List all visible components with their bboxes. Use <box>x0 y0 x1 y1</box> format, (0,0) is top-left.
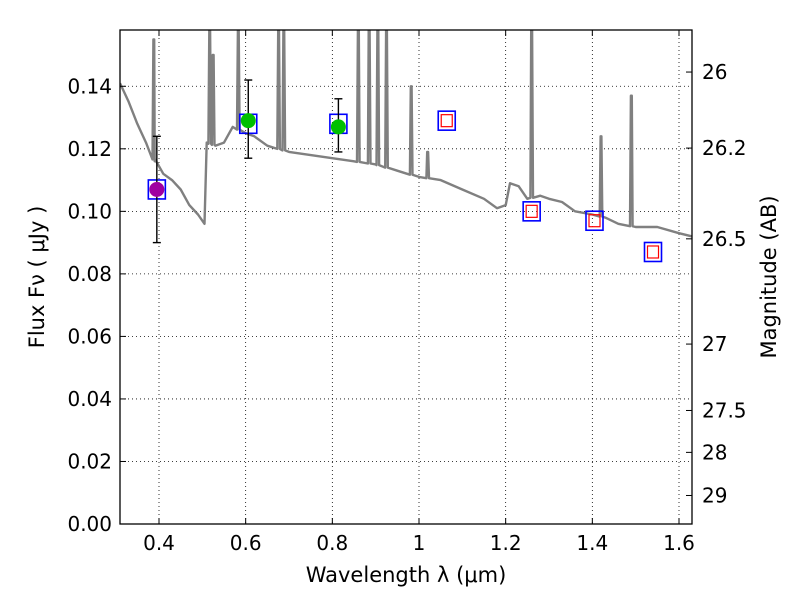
model-flux-marker <box>437 110 457 131</box>
y-tick-label: 0.04 <box>67 387 112 411</box>
model-flux-marker <box>585 210 604 232</box>
tick-layer: 0.4 0.6 0.8 1 1.2 1.4 1.6 0.00 0.02 0.04 0.06 0.08 0… <box>67 30 747 555</box>
marker-layer <box>147 79 663 263</box>
upper-limit-marker <box>588 214 601 228</box>
y-tick-label: 0.02 <box>67 449 112 473</box>
mag-tick-label: 28 <box>702 440 727 464</box>
spectrum-layer <box>120 30 692 238</box>
mag-tick-label: 26.5 <box>702 227 747 251</box>
x-tick-label: 1.4 <box>576 531 608 555</box>
upper-limit-marker <box>440 114 453 128</box>
mag-tick-label: 26.2 <box>702 136 747 160</box>
observed-flux-point <box>240 113 256 129</box>
magnitude-axis-label: Magnitude (AB) <box>757 195 781 358</box>
mag-tick-label: 26 <box>702 60 727 84</box>
x-tick-label: 1.2 <box>490 531 522 555</box>
mag-tick-label: 27 <box>702 332 727 356</box>
y-tick-label: 0.06 <box>67 324 112 348</box>
model-flux-marker <box>522 201 541 222</box>
x-tick-label: 0.6 <box>230 531 262 555</box>
model-flux-marker <box>643 241 663 263</box>
y-tick-label: 0.12 <box>67 137 112 161</box>
x-tick-label: 1.6 <box>663 531 695 555</box>
mag-tick-label: 27.5 <box>702 398 747 422</box>
spectrum-line <box>120 30 692 238</box>
observed-flux-point <box>330 119 346 135</box>
mag-tick-label: 29 <box>702 483 727 507</box>
y-tick-label: 0.00 <box>67 512 112 536</box>
x-tick-label: 1 <box>413 531 426 555</box>
upper-limit-marker <box>525 204 538 218</box>
plot-frame <box>119 29 693 525</box>
y-tick-label: 0.08 <box>67 262 112 286</box>
observed-flux-point <box>149 181 165 197</box>
y-tick-label: 0.10 <box>67 199 112 223</box>
x-tick-label: 0.4 <box>143 531 175 555</box>
upper-limit-marker <box>646 245 660 259</box>
y-tick-label: 0.14 <box>67 74 112 98</box>
y-axis-label: Flux Fν ( μJy ) <box>25 206 49 349</box>
x-tick-label: 0.8 <box>316 531 348 555</box>
x-axis-label: Wavelength λ (μm) <box>306 563 507 587</box>
